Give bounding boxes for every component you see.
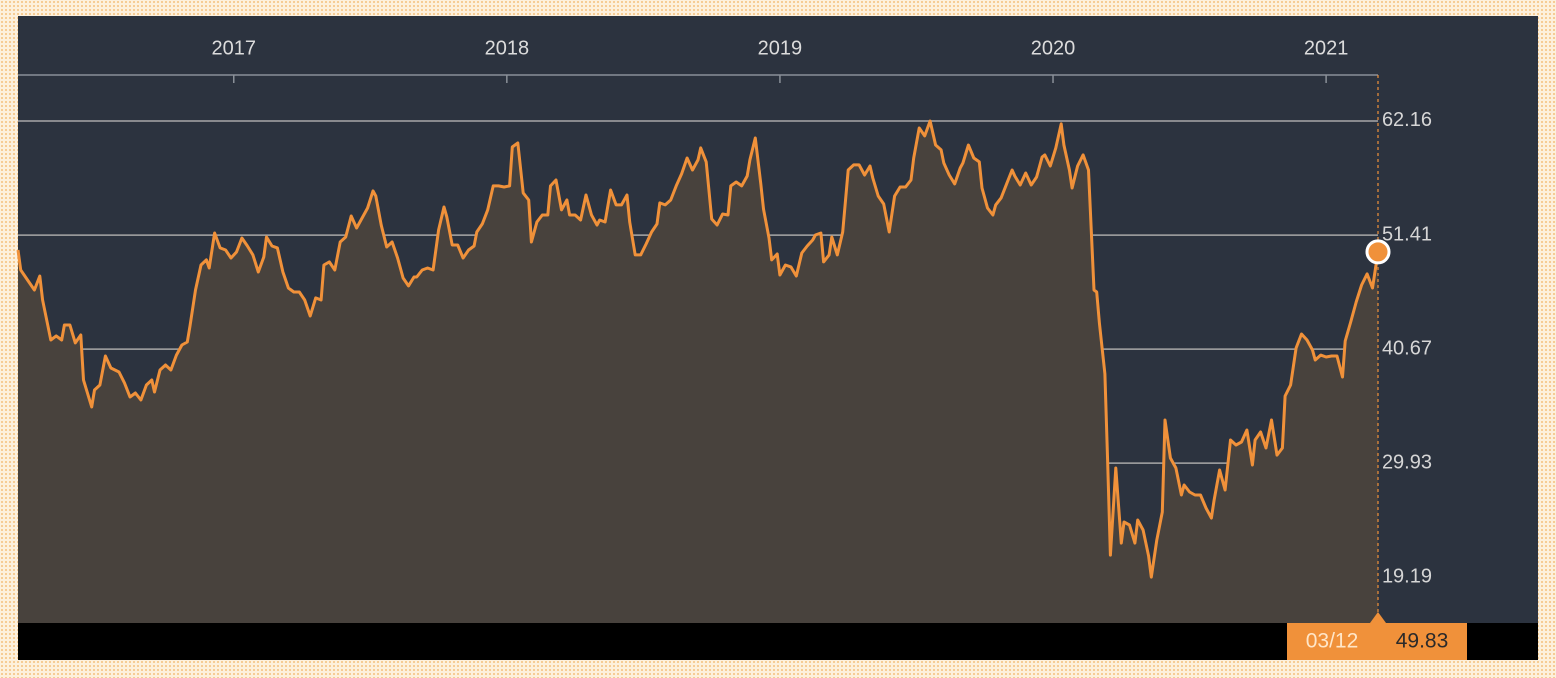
y-tick-label: 51.41 bbox=[1382, 223, 1432, 245]
x-tick-label: 2019 bbox=[758, 37, 803, 59]
x-tick-label: 2021 bbox=[1304, 37, 1349, 59]
x-tick-label: 2020 bbox=[1031, 37, 1076, 59]
x-tick-label: 2018 bbox=[485, 37, 530, 59]
last-date: 03/12 bbox=[1306, 630, 1359, 653]
last-value-box bbox=[1287, 623, 1467, 660]
y-tick-label: 40.67 bbox=[1382, 337, 1432, 359]
price-line bbox=[16, 119, 1380, 579]
area-fill bbox=[18, 121, 1378, 623]
last-point bbox=[1365, 239, 1391, 265]
y-tick-label: 19.19 bbox=[1382, 565, 1432, 587]
x-tick-label: 2017 bbox=[211, 37, 256, 59]
y-tick-label: 29.93 bbox=[1382, 451, 1432, 473]
last-value-pointer bbox=[1370, 612, 1386, 623]
y-tick-label: 62.16 bbox=[1382, 109, 1432, 131]
last-value: 49.83 bbox=[1396, 630, 1449, 653]
footer-bar bbox=[18, 623, 1538, 660]
